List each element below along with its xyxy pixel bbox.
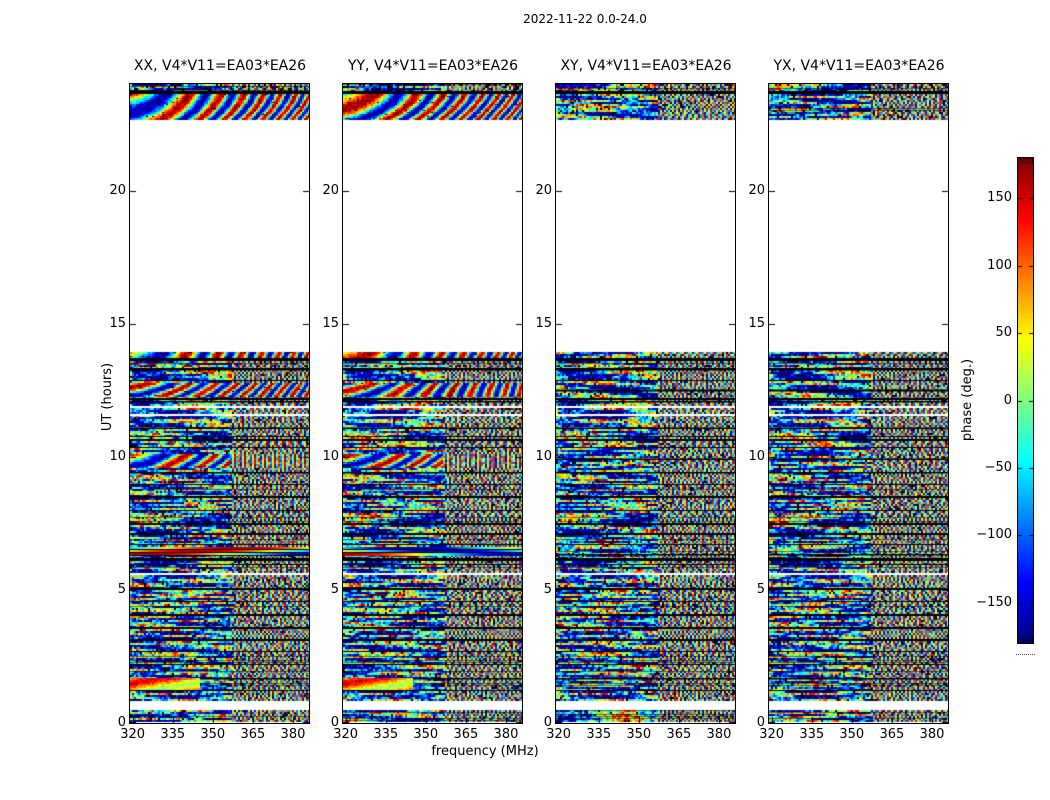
y-tick-label: 15 bbox=[322, 315, 339, 331]
colorbar-tick-label: 100 bbox=[987, 257, 1012, 273]
colorbar-tick-label: 50 bbox=[995, 325, 1012, 341]
y-tick-label: 10 bbox=[748, 448, 765, 464]
y-tick-label: 0 bbox=[543, 715, 552, 730]
x-tick-label: 335 bbox=[586, 727, 612, 742]
colorbar-tick-label: −50 bbox=[984, 459, 1012, 475]
colorbar bbox=[1017, 157, 1034, 644]
x-tick-label: 320 bbox=[546, 727, 572, 742]
x-tick-label: 380 bbox=[706, 727, 732, 742]
heatmap-canvas-yy bbox=[343, 84, 522, 723]
panel-title-xx: XX, V4*V11=EA03*EA26 bbox=[133, 58, 307, 74]
panel-title-xy: XY, V4*V11=EA03*EA26 bbox=[560, 58, 732, 74]
y-tick-label: 10 bbox=[322, 448, 339, 464]
colorbar-dotted-line bbox=[1016, 654, 1035, 655]
y-tick-label: 20 bbox=[322, 182, 339, 198]
x-tick-label: 365 bbox=[240, 727, 266, 742]
x-tick-label: 365 bbox=[879, 727, 905, 742]
panel-title-yy: YY, V4*V11=EA03*EA26 bbox=[347, 58, 519, 74]
colorbar-tick-label: 0 bbox=[1003, 392, 1012, 408]
x-tick-label: 380 bbox=[493, 727, 519, 742]
y-tick-label: 20 bbox=[748, 182, 765, 198]
x-tick-label: 320 bbox=[120, 727, 146, 742]
y-tick-label: 15 bbox=[748, 315, 765, 331]
colorbar-tick-label: −100 bbox=[976, 527, 1012, 543]
heatmap-canvas-xy bbox=[556, 84, 735, 723]
y-tick-label: 0 bbox=[330, 715, 339, 730]
x-tick-label: 380 bbox=[280, 727, 306, 742]
x-tick-label: 320 bbox=[759, 727, 785, 742]
y-tick-label: 5 bbox=[117, 581, 126, 597]
panel-xx-heatmap bbox=[129, 83, 310, 724]
x-tick-label: 365 bbox=[453, 727, 479, 742]
x-tick-label: 335 bbox=[373, 727, 399, 742]
colorbar-tick-label: −150 bbox=[976, 594, 1012, 610]
heatmap-canvas-yx bbox=[769, 84, 948, 723]
heatmap-canvas-xx bbox=[130, 84, 309, 723]
x-tick-label: 350 bbox=[200, 727, 226, 742]
x-axis-label: frequency (MHz) bbox=[431, 744, 539, 759]
y-tick-label: 20 bbox=[535, 182, 552, 198]
x-tick-label: 365 bbox=[666, 727, 692, 742]
y-tick-label: 0 bbox=[756, 715, 765, 730]
x-tick-label: 320 bbox=[333, 727, 359, 742]
colorbar-canvas bbox=[1018, 158, 1033, 643]
panel-yy-heatmap bbox=[342, 83, 523, 724]
y-tick-label: 5 bbox=[756, 581, 765, 597]
panel-xy-heatmap bbox=[555, 83, 736, 724]
y-tick-label: 5 bbox=[543, 581, 552, 597]
panel-yx-heatmap bbox=[768, 83, 949, 724]
y-tick-label: 20 bbox=[109, 182, 126, 198]
panel-title-yx: YX, V4*V11=EA03*EA26 bbox=[773, 58, 945, 74]
y-tick-label: 5 bbox=[330, 581, 339, 597]
x-tick-label: 335 bbox=[160, 727, 186, 742]
x-tick-label: 350 bbox=[413, 727, 439, 742]
y-axis-label: UT (hours) bbox=[100, 362, 115, 432]
y-tick-label: 10 bbox=[109, 448, 126, 464]
y-tick-label: 15 bbox=[109, 315, 126, 331]
colorbar-tick-label: 150 bbox=[987, 190, 1012, 206]
figure-title: 2022-11-22 0.0-24.0 bbox=[523, 12, 647, 26]
x-tick-label: 350 bbox=[839, 727, 865, 742]
y-tick-label: 15 bbox=[535, 315, 552, 331]
x-tick-label: 380 bbox=[919, 727, 945, 742]
x-tick-label: 350 bbox=[626, 727, 652, 742]
x-tick-label: 335 bbox=[799, 727, 825, 742]
y-tick-label: 0 bbox=[117, 715, 126, 730]
y-tick-label: 10 bbox=[535, 448, 552, 464]
